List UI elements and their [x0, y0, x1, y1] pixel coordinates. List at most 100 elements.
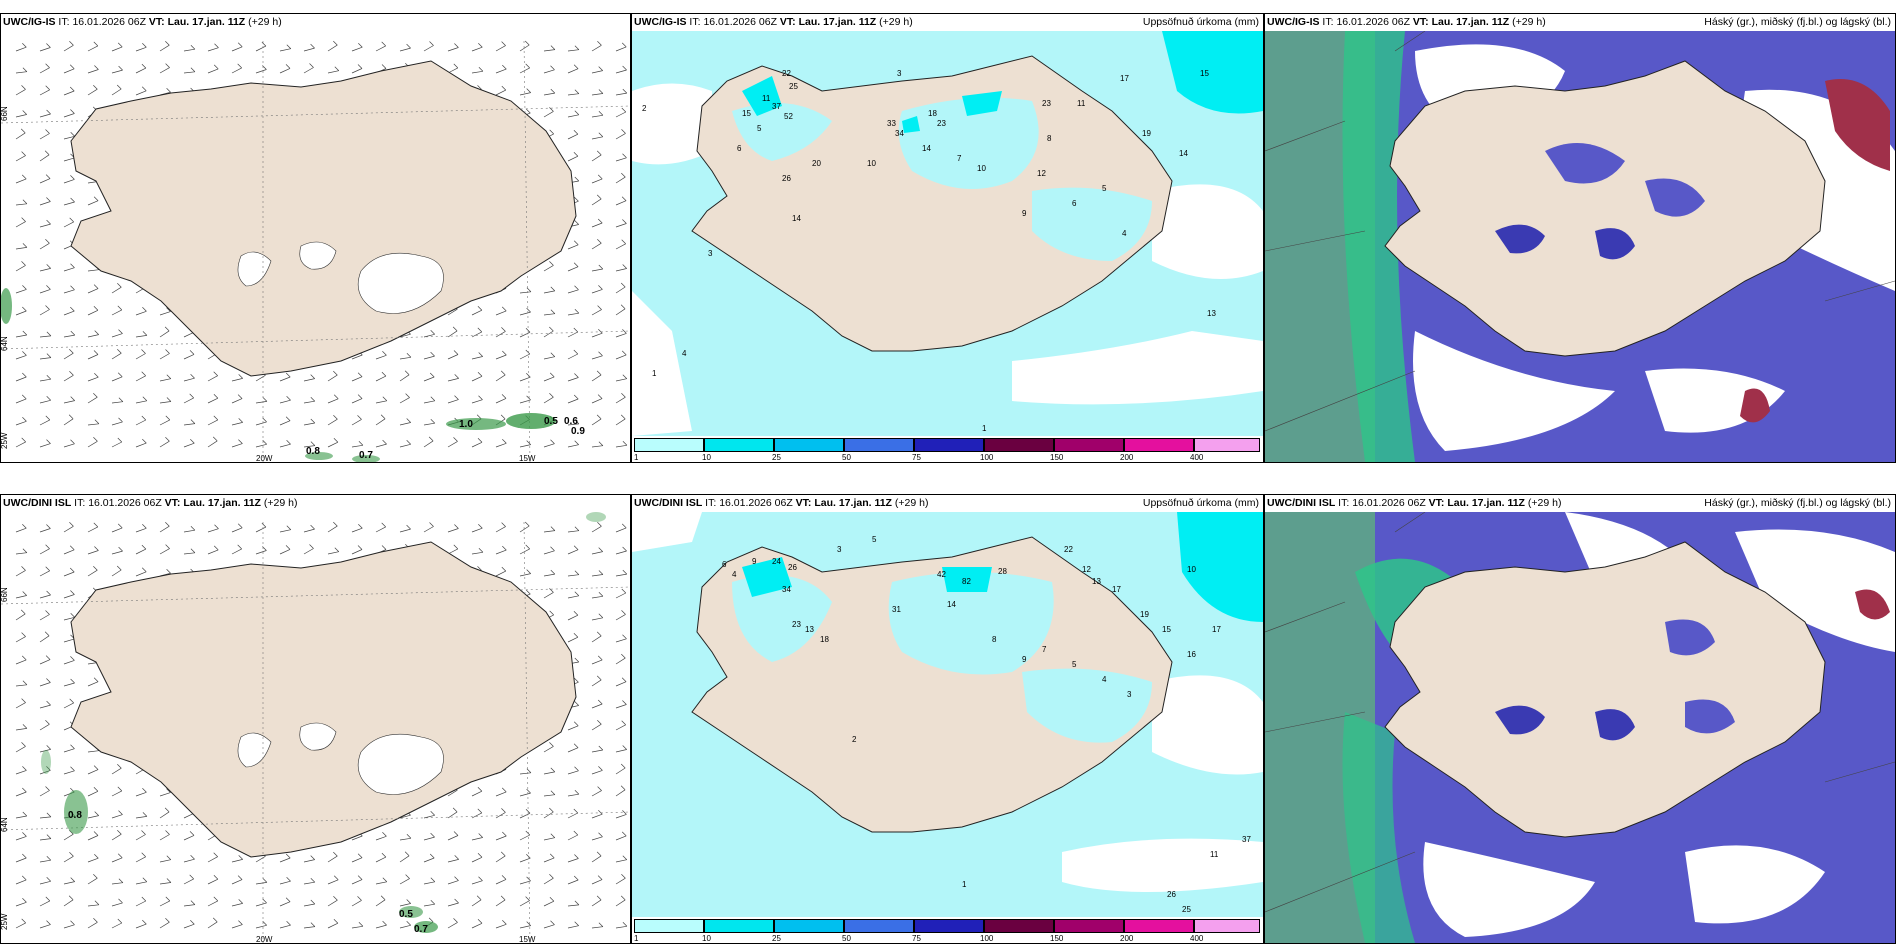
wind-barb [15, 595, 27, 599]
wind-barb-feather [70, 330, 76, 336]
wind-barb [15, 114, 27, 118]
precip-value: 9 [1022, 209, 1027, 218]
wind-barb [471, 375, 483, 382]
wind-barb [87, 69, 99, 74]
wind-map[interactable]: 1.0 0.5 0.6 0.9 0.8 0.7 20W 15W 66N 64N … [1, 31, 630, 462]
wind-barb-feather [93, 41, 99, 47]
colorbar-swatch [774, 438, 844, 452]
wind-barb [207, 397, 219, 404]
wind-barb [15, 155, 26, 162]
precip-value: 31 [892, 605, 901, 614]
wind-barb-feather [117, 829, 122, 835]
lon-label: 15W [519, 935, 536, 943]
wind-barb [183, 552, 195, 555]
wind-barb [591, 574, 603, 577]
wind-barb [183, 878, 194, 885]
precip-map[interactable]: 2 3 1 4 22 11 25 15 5 37 52 6 33 34 18 1… [632, 31, 1263, 436]
wind-barb [159, 811, 170, 819]
wind-barb-feather [574, 220, 579, 225]
precip-value: 11 [762, 94, 771, 103]
colorbar-tick: 200 [1120, 453, 1134, 462]
wind-barb [63, 682, 75, 687]
precip-value: 42 [937, 570, 946, 579]
wind-barb [231, 443, 243, 448]
wind-barb [255, 856, 266, 863]
wind-barb [159, 921, 170, 929]
wind-barb-feather [22, 787, 27, 793]
wind-barb [183, 835, 195, 841]
precip-value: 5 [1072, 660, 1077, 669]
wind-barb-feather [573, 808, 579, 814]
wind-barb [63, 526, 74, 533]
wind-barb [351, 527, 363, 533]
wind-barb-feather [21, 174, 27, 180]
wind-barb-feather [622, 745, 627, 750]
wind-barb-feather [310, 418, 316, 424]
wind-barb [519, 331, 531, 338]
wind-barb-feather [93, 765, 99, 770]
cloud-map[interactable] [1265, 31, 1895, 462]
wind-barb-feather [501, 522, 506, 527]
wind-barb-feather [597, 394, 603, 399]
wind-barb-feather [213, 64, 219, 70]
wind-barb [495, 331, 506, 338]
wind-barb [303, 926, 315, 929]
wind-barb-feather [597, 875, 603, 880]
wind-barb [231, 879, 243, 885]
cloud-map[interactable] [1265, 512, 1895, 943]
wind-barb-feather [70, 306, 75, 312]
wind-barb [447, 859, 459, 863]
colorbar-tick: 25 [772, 934, 781, 943]
wind-barb [159, 525, 170, 533]
precip-map[interactable]: 4 3 5 6 9 24 26 34 18 23 13 31 42 82 28 … [632, 512, 1263, 917]
wind-barb-feather [310, 877, 316, 883]
wind-barb-feather [68, 895, 74, 901]
wind-barb [615, 614, 626, 621]
wind-barb-feather [478, 395, 483, 400]
precip-value: 25 [1182, 905, 1191, 914]
wind-barb [567, 858, 579, 863]
wind-barb [615, 835, 627, 841]
wind-barb [15, 613, 26, 621]
wind-barb-feather [526, 287, 532, 293]
wind-barb [279, 901, 291, 907]
wind-barb [327, 855, 338, 863]
wind-barb-feather [45, 566, 50, 572]
wind-barb [183, 858, 195, 863]
wind-map[interactable]: 0.8 0.5 0.7 20W 15W 66N 64N 25W [1, 512, 630, 943]
wind-barb-feather [622, 264, 627, 269]
wind-barb [615, 418, 626, 426]
wind-barb-feather [70, 263, 75, 268]
wind-barb-feather [22, 548, 28, 553]
colorbar-swatch [914, 919, 984, 933]
wind-barb [423, 814, 435, 819]
wind-barb-feather [190, 373, 195, 379]
wind-barb [39, 770, 51, 775]
wind-barb [255, 45, 267, 52]
wind-barb-feather [70, 109, 75, 114]
wind-barb-feather [22, 680, 28, 686]
precip-value: 12 [1082, 565, 1091, 574]
wind-barb-feather [502, 545, 507, 551]
panel-header: UWC/DINI ISL IT: 16.01.2026 06Z VT: Lau.… [1267, 497, 1562, 509]
wind-barb-feather [117, 918, 123, 924]
wind-barb [135, 527, 147, 533]
wind-barb-feather [501, 85, 507, 91]
colorbar-swatch [774, 919, 844, 933]
wind-barb-feather [118, 329, 123, 334]
wind-barb [255, 401, 267, 404]
wind-barb [135, 923, 147, 929]
wind-barb-feather [310, 524, 315, 530]
wind-barb-feather [430, 899, 436, 905]
wind-barb [39, 880, 51, 885]
precip-value: 18 [820, 635, 829, 644]
lon-label: 20W [256, 454, 273, 462]
wind-barb [207, 68, 219, 74]
colorbar-tick: 200 [1120, 934, 1134, 943]
wind-barb-feather [549, 107, 554, 112]
wind-barb-feather [621, 129, 626, 134]
precip-value: 14 [947, 600, 956, 609]
wind-barb [615, 899, 626, 907]
wind-barb-feather [213, 393, 219, 399]
wind-barb [399, 878, 410, 885]
